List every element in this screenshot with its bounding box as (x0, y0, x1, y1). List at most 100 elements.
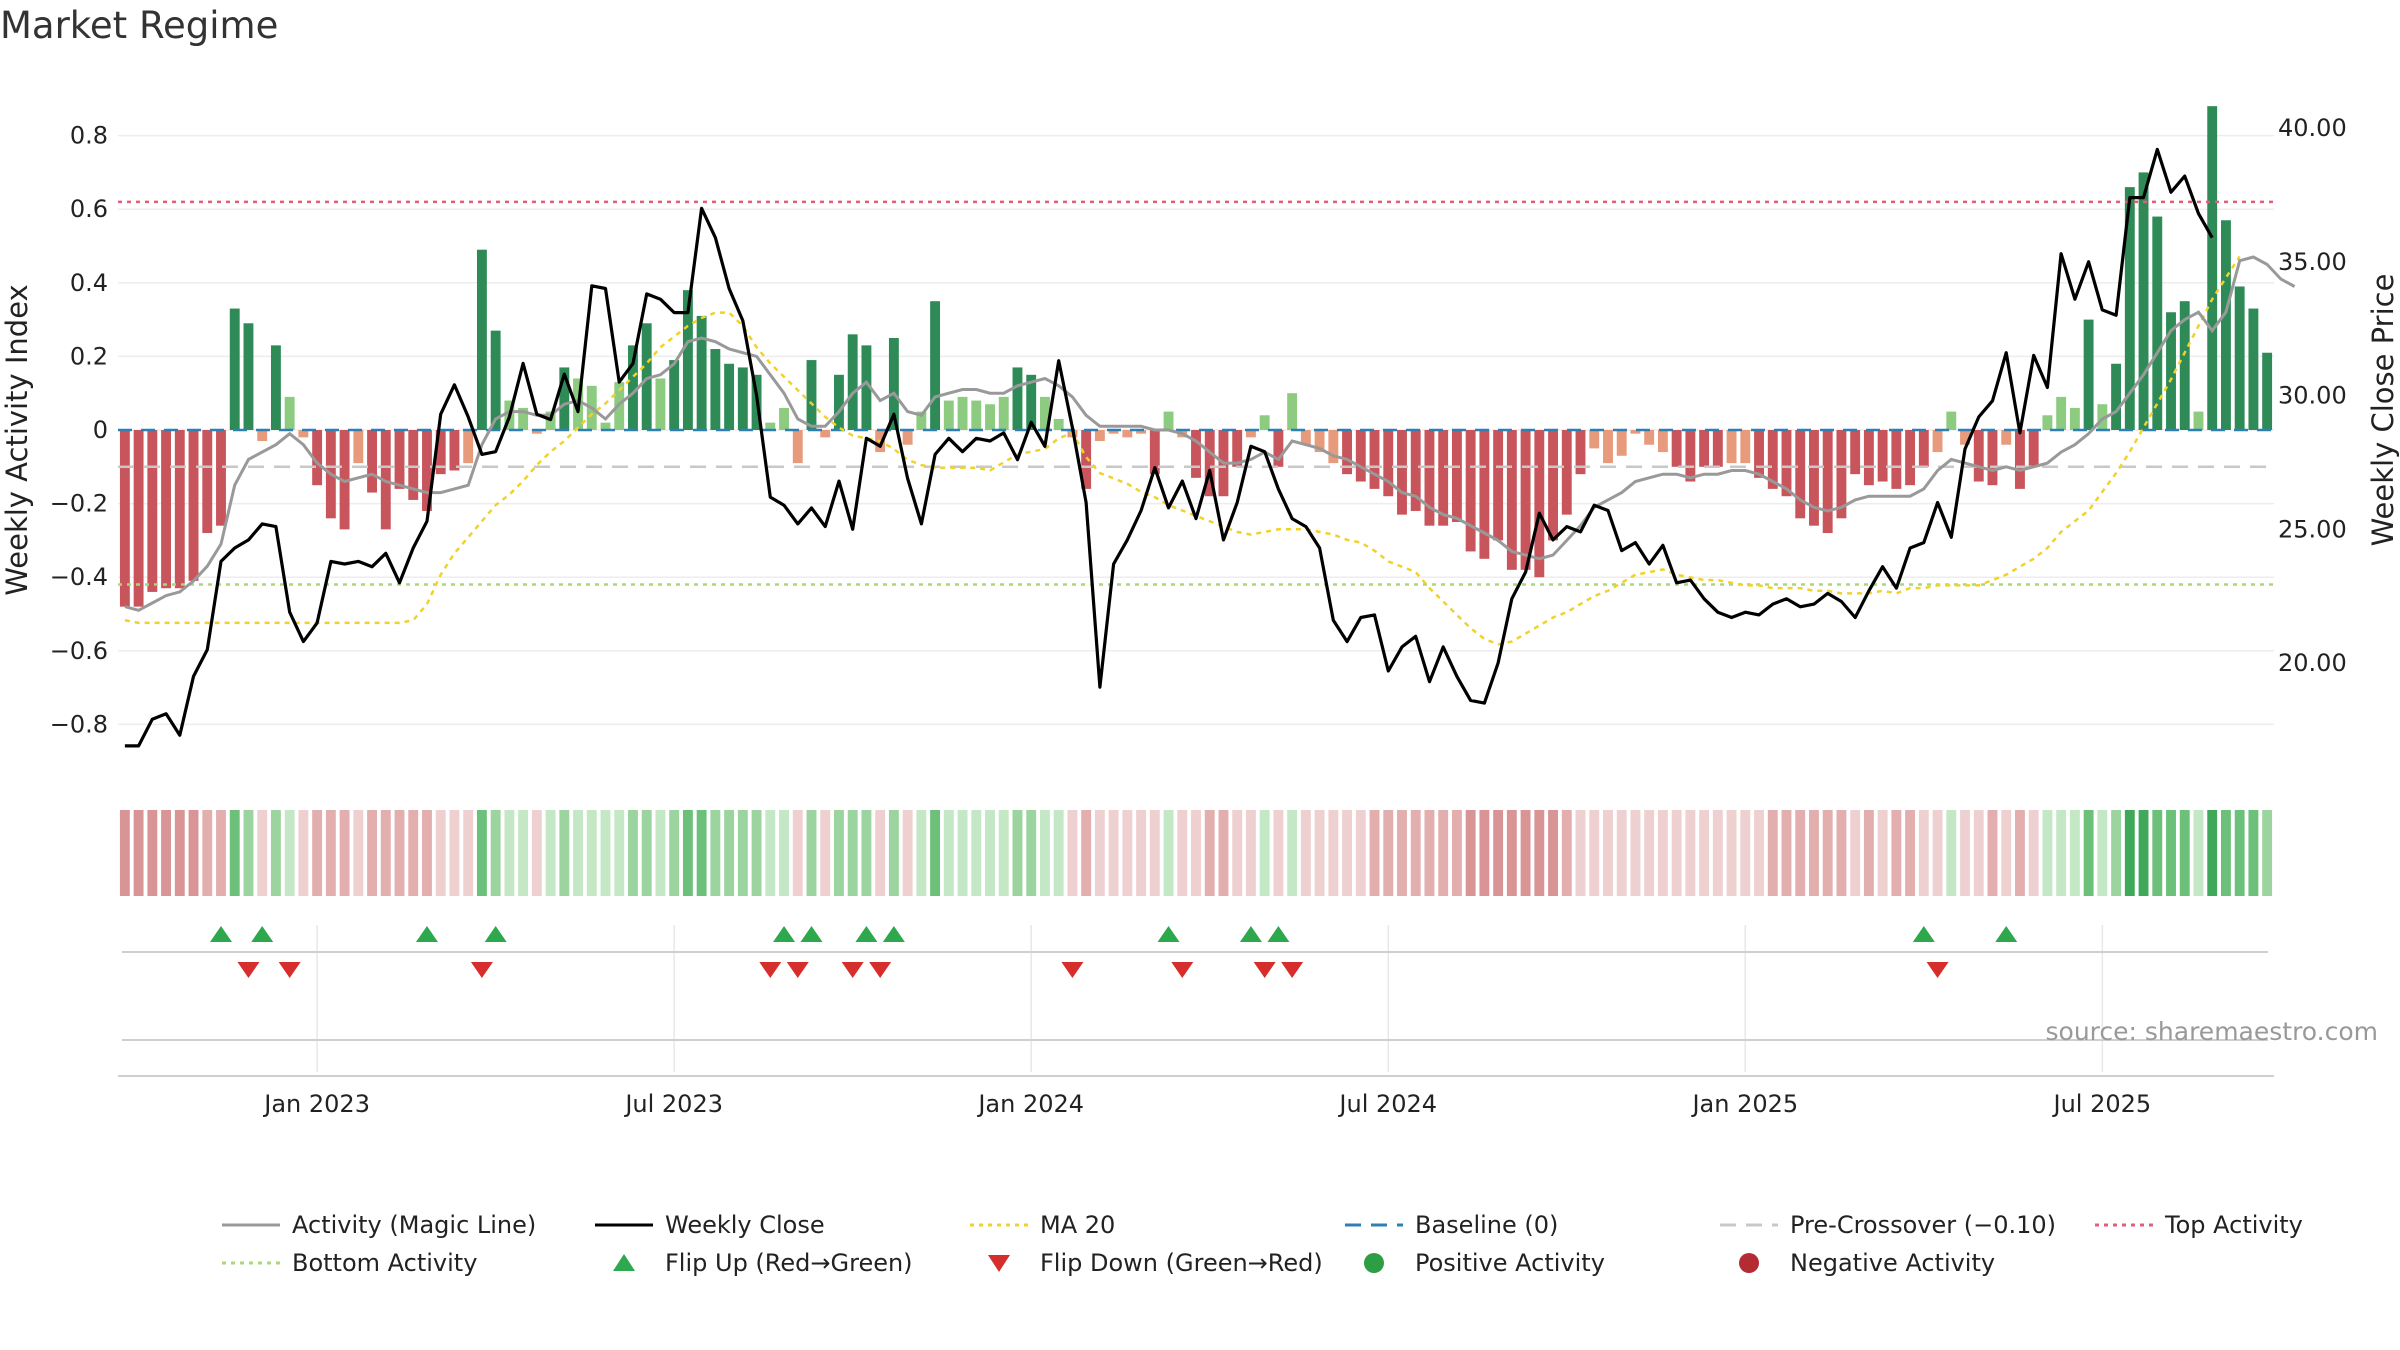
flip-down-marker (1281, 962, 1304, 978)
regime-strip-cell (2015, 810, 2025, 896)
activity-bar (669, 360, 680, 430)
flip-up-marker (1912, 926, 1935, 942)
legend-item: Flip Up (Red→Green) (613, 1249, 913, 1277)
regime-strip-cell (792, 810, 803, 896)
activity-bar (1561, 430, 1572, 515)
regime-strip-cell (1177, 810, 1188, 896)
regime-strip-cell (2166, 810, 2176, 896)
y2-axis-ticks: 20.00 25.00 30.00 35.00 40.00 (2278, 114, 2347, 677)
regime-strip-cell (1149, 810, 1160, 896)
legend-label: Flip Up (Red→Green) (665, 1249, 913, 1277)
activity-bar (1685, 430, 1696, 482)
regime-strip-cell (476, 810, 487, 896)
legend-label: Baseline (0) (1415, 1211, 1558, 1239)
regime-strip-cell (1973, 810, 1984, 896)
y-tick-label: 0.6 (70, 195, 108, 223)
regime-strip-cell (2111, 810, 2122, 896)
activity-bar (1520, 430, 1531, 570)
regime-strip-cell (2083, 810, 2094, 896)
regime-strip-cell (888, 810, 899, 896)
regime-strip-cell (806, 810, 817, 896)
activity-bar (1960, 430, 1970, 445)
activity-bar (2248, 308, 2259, 430)
y-tick-label: −0.4 (50, 563, 108, 591)
activity-bar (229, 308, 240, 430)
regime-strip-cell (380, 810, 391, 896)
regime-strip-cell (1946, 810, 1957, 896)
regime-strip-cell (1108, 810, 1119, 896)
regime-strip-cell (394, 810, 405, 896)
activity-bar (1795, 430, 1806, 519)
activity-bar (1438, 430, 1449, 526)
activity-bar (1493, 430, 1504, 541)
regime-strip-cell (243, 810, 254, 896)
regime-strip-cell (1589, 810, 1600, 896)
activity-bar (1300, 430, 1311, 445)
regime-strip-cell (1245, 810, 1256, 896)
regime-strip-cell (1465, 810, 1476, 896)
y2-tick-label: 20.00 (2278, 649, 2347, 677)
legend-label: Flip Down (Green→Red) (1040, 1249, 1323, 1277)
y-tick-label: 0 (93, 416, 108, 444)
activity-bar (119, 430, 130, 607)
activity-bar (2166, 312, 2176, 430)
regime-strip-cell (119, 810, 130, 896)
regime-strip-cell (1863, 810, 1874, 896)
activity-bar (2042, 415, 2053, 430)
legend-item: Weekly Close (595, 1211, 825, 1239)
lower-axis (118, 1039, 2274, 1077)
regime-strip-cell (834, 810, 844, 896)
activity-bar (1259, 415, 1270, 430)
legend-item: Baseline (0) (1345, 1211, 1558, 1239)
regime-strip-cell (1355, 810, 1366, 896)
regime-strip-cell (1067, 810, 1078, 896)
regime-strip-cell (2138, 810, 2149, 896)
activity-bar (1712, 430, 1723, 467)
activity-bar (1465, 430, 1476, 552)
regime-strip-cell (312, 810, 323, 896)
activity-bar (1232, 430, 1243, 467)
legend-item: Negative Activity (1739, 1249, 1995, 1277)
activity-bar (2152, 216, 2163, 430)
regime-strip-cell (2001, 810, 2012, 896)
activity-bar (1987, 430, 1998, 486)
x-tick-label: Jul 2024 (1337, 1090, 1437, 1118)
regime-strip-cell (875, 810, 886, 896)
regime-strip-cell (2028, 810, 2039, 896)
activity-bar (1767, 430, 1778, 489)
regime-strip-cell (847, 810, 858, 896)
activity-bar (930, 301, 941, 430)
regime-strip-cell (174, 810, 185, 896)
regime-strip-cell (1273, 810, 1284, 896)
activity-bar (1932, 430, 1943, 453)
activity-bar (888, 338, 899, 430)
y-tick-label: −0.6 (50, 637, 108, 665)
activity-bar (1754, 430, 1764, 478)
activity-bar (1039, 396, 1050, 430)
chart-title: Market Regime (0, 4, 278, 47)
regime-strip-cell (2234, 810, 2245, 896)
weekly-close-line (124, 147, 2214, 748)
regime-strip-cell (216, 810, 226, 896)
activity-bar (490, 330, 501, 430)
legend-swatch (1739, 1253, 1759, 1273)
regime-strip-cell (2097, 810, 2108, 896)
legend-label: Bottom Activity (292, 1249, 477, 1277)
regime-strip-cell (229, 810, 240, 896)
activity-bar (1863, 430, 1874, 486)
activity-bar (1973, 430, 1984, 482)
activity-bar (1616, 430, 1627, 456)
activity-bar (1026, 374, 1037, 430)
regime-strip-cell (998, 810, 1009, 896)
activity-bar (147, 430, 158, 592)
activity-bar (1877, 430, 1888, 482)
flip-down-marker (278, 962, 301, 978)
regime-strip-cell (902, 810, 913, 896)
regime-strip-cell (1218, 810, 1229, 896)
regime-strip-cell (724, 810, 735, 896)
activity-bar (2234, 286, 2245, 430)
activity-bar (1355, 430, 1366, 482)
reference-lines (118, 200, 2274, 586)
activity-bar (394, 430, 405, 489)
activity-bar (463, 430, 474, 464)
